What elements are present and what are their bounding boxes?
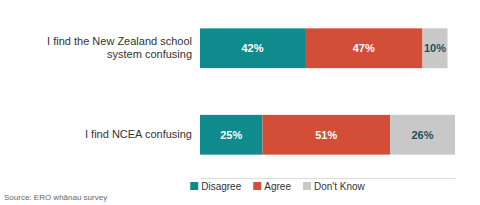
legend: Disagree Agree Don't Know	[190, 181, 365, 192]
legend-item: Agree	[253, 181, 291, 192]
category-label-line: I find NCEA confusing	[85, 128, 192, 140]
x-axis-line	[201, 178, 456, 179]
data-label: 42%	[241, 42, 263, 54]
source: Source: ERO whānau survey	[4, 193, 107, 202]
category-label-line: system confusing	[107, 48, 192, 60]
legend-item: Disagree	[190, 181, 241, 192]
y-axis: I find the New Zealand schoolsystem conf…	[47, 35, 200, 140]
bar-segment	[200, 28, 305, 68]
y-tick: I find NCEA confusing	[85, 128, 200, 140]
bar-segment	[263, 115, 391, 155]
bar-segment	[200, 115, 263, 155]
legend-swatch	[253, 182, 261, 190]
legend-label: Agree	[264, 181, 291, 192]
category-label: I find the New Zealand schoolsystem conf…	[47, 35, 192, 60]
data-label: 26%	[411, 129, 433, 141]
x-axis	[201, 178, 456, 179]
category-label: I find NCEA confusing	[85, 128, 192, 140]
chart: 42% 25% 47% 51% 10% 26% I find the New Zealand…	[0, 0, 480, 205]
data-labels: 42% 25% 47% 51% 10% 26%	[220, 42, 446, 141]
legend-item: Don't Know	[303, 181, 366, 192]
bar-segment	[423, 28, 448, 68]
legend-label: Don't Know	[314, 181, 366, 192]
data-label: 47%	[353, 42, 375, 54]
bar-segment	[390, 115, 455, 155]
category-label-line: I find the New Zealand school	[47, 35, 192, 47]
legend-label: Disagree	[201, 181, 241, 192]
y-tick: I find the New Zealand schoolsystem conf…	[47, 35, 200, 60]
data-label: 10%	[424, 42, 446, 54]
bars	[200, 28, 455, 154]
legend-swatch	[303, 182, 311, 190]
legend-swatch	[190, 182, 198, 190]
data-label: 25%	[220, 129, 242, 141]
data-label: 51%	[315, 129, 337, 141]
bar-segment	[305, 28, 423, 68]
